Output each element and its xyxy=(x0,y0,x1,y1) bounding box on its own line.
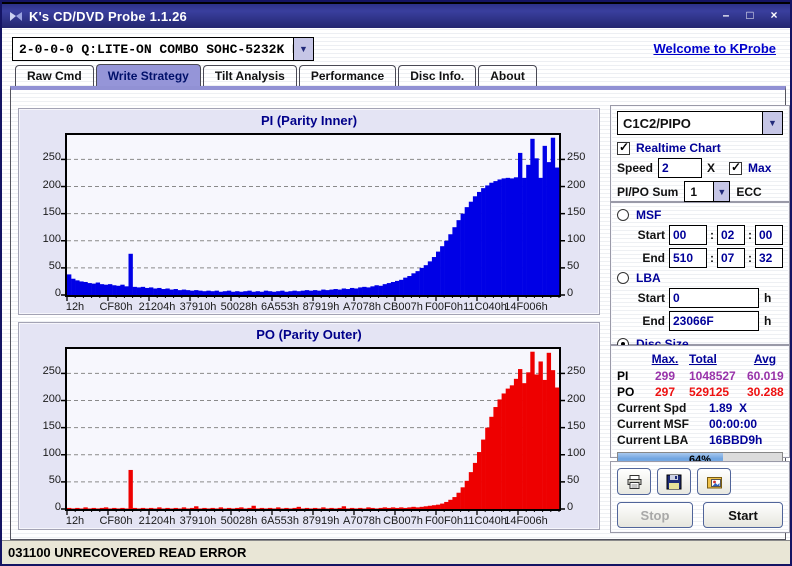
tab-disc-info[interactable]: Disc Info. xyxy=(398,65,477,86)
app-icon[interactable] xyxy=(9,10,23,23)
current-lba-row: Current LBA 16BBD9h xyxy=(617,433,763,447)
po-chart-title: PO (Parity Outer) xyxy=(256,327,362,342)
lba-end-label: End xyxy=(642,314,665,328)
chevron-down-icon[interactable]: ▼ xyxy=(293,38,313,60)
chevron-down-icon[interactable]: ▼ xyxy=(762,112,782,134)
title-bar: K's CD/DVD Probe 1.1.26 – □ × xyxy=(2,2,790,28)
pipo-sum-select[interactable]: 1 ▼ xyxy=(684,181,731,202)
chevron-down-icon[interactable]: ▼ xyxy=(713,182,730,201)
drive-selector[interactable]: 2-0-0-0 Q:LITE-ON COMBO SOHC-5232K NK07 … xyxy=(12,37,314,61)
minimize-button[interactable]: – xyxy=(722,8,730,22)
current-speed-row: Current Spd 1.89 X xyxy=(617,401,748,415)
speed-unit: X xyxy=(707,161,716,175)
chart-options-group: C1C2/PIPO ▼ Realtime Chart Speed X Max P… xyxy=(610,105,790,202)
pi-stat-row: PI 299 1048527 60.019 xyxy=(617,369,784,383)
lba-start-unit: h xyxy=(764,291,772,305)
po-bars xyxy=(61,351,565,515)
max-speed-label: Max xyxy=(748,161,772,175)
pipo-sum-label: PI/PO Sum xyxy=(617,184,679,199)
realtime-chart-checkbox[interactable] xyxy=(617,140,630,155)
print-button[interactable] xyxy=(617,468,651,495)
floppy-disk-icon xyxy=(666,474,682,489)
max-speed-checkbox[interactable] xyxy=(729,160,743,175)
mode-select-value: C1C2/PIPO xyxy=(623,115,691,131)
printer-icon xyxy=(627,474,641,489)
msf-end-min[interactable] xyxy=(669,248,707,268)
msf-start-sec[interactable] xyxy=(717,225,745,245)
mode-select[interactable]: C1C2/PIPO ▼ xyxy=(617,111,783,135)
pipo-sum-value: 1 xyxy=(690,184,698,199)
stat-header-total: Total xyxy=(689,352,717,366)
tab-raw-cmd[interactable]: Raw Cmd xyxy=(15,65,94,86)
start-button[interactable]: Start xyxy=(703,502,783,528)
pi-bars xyxy=(61,137,565,301)
stop-button[interactable]: Stop xyxy=(617,502,693,528)
status-message: 031100 UNRECOVERED READ ERROR xyxy=(8,545,247,560)
msf-start-label: Start xyxy=(637,228,665,242)
tab-write-strategy[interactable]: Write Strategy xyxy=(95,64,201,86)
msf-end-label: End xyxy=(642,251,665,265)
actions-group: Stop Start xyxy=(610,461,790,533)
welcome-link[interactable]: Welcome to KProbe xyxy=(653,41,776,56)
po-chart-panel: PO (Parity Outer) 0 50 100 150 200 250 0 50 100… xyxy=(18,322,600,530)
po-stat-row: PO 297 529125 30.288 xyxy=(617,385,784,399)
msf-start-min[interactable] xyxy=(669,225,707,245)
scan-range-group: MSF Start : : End : : LBA Start h xyxy=(610,202,790,351)
msf-radio[interactable] xyxy=(617,209,629,221)
tab-strip: Raw Cmd Write Strategy Tilt Analysis Per… xyxy=(15,64,539,86)
speed-input[interactable] xyxy=(658,158,703,178)
window-title: K's CD/DVD Probe 1.1.26 xyxy=(29,8,187,24)
close-button[interactable]: × xyxy=(770,8,778,22)
tab-performance[interactable]: Performance xyxy=(298,65,397,86)
current-msf-row: Current MSF 00:00:00 xyxy=(617,417,758,431)
pipo-sum-unit: ECC xyxy=(736,184,762,199)
pi-chart-panel: PI (Parity Inner) 0 50 100 150 200 250 0 50 100… xyxy=(18,108,600,315)
msf-start-frame[interactable] xyxy=(755,225,783,245)
msf-end-frame[interactable] xyxy=(755,248,783,268)
lba-start-label: Start xyxy=(637,291,665,305)
po-chart-plot xyxy=(61,347,565,515)
drive-selector-value: 2-0-0-0 Q:LITE-ON COMBO SOHC-5232K NK07 xyxy=(19,41,293,57)
lba-label: LBA xyxy=(636,271,661,285)
msf-end-sec[interactable] xyxy=(717,248,745,268)
lba-start-input[interactable] xyxy=(669,288,759,308)
stat-header-avg: Avg xyxy=(753,352,777,366)
chart-image-icon xyxy=(706,476,722,488)
msf-label: MSF xyxy=(636,208,662,222)
save-button[interactable] xyxy=(657,468,691,495)
pi-chart-plot xyxy=(61,133,565,301)
maximize-button[interactable]: □ xyxy=(746,8,754,22)
lba-radio[interactable] xyxy=(617,272,629,284)
lba-end-input[interactable] xyxy=(669,311,759,331)
tab-tilt-analysis[interactable]: Tilt Analysis xyxy=(202,65,297,86)
speed-label: Speed xyxy=(617,161,654,175)
pi-chart-title: PI (Parity Inner) xyxy=(260,113,358,128)
tab-about[interactable]: About xyxy=(478,65,537,86)
status-bar: 031100 UNRECOVERED READ ERROR xyxy=(2,540,790,564)
lba-end-unit: h xyxy=(764,314,772,328)
statistics-group: Max. Total Avg PI 299 1048527 60.019 PO … xyxy=(610,345,790,467)
realtime-chart-label: Realtime Chart xyxy=(636,141,721,155)
stat-header-max: Max. xyxy=(651,352,679,366)
save-chart-image-button[interactable] xyxy=(697,468,731,495)
